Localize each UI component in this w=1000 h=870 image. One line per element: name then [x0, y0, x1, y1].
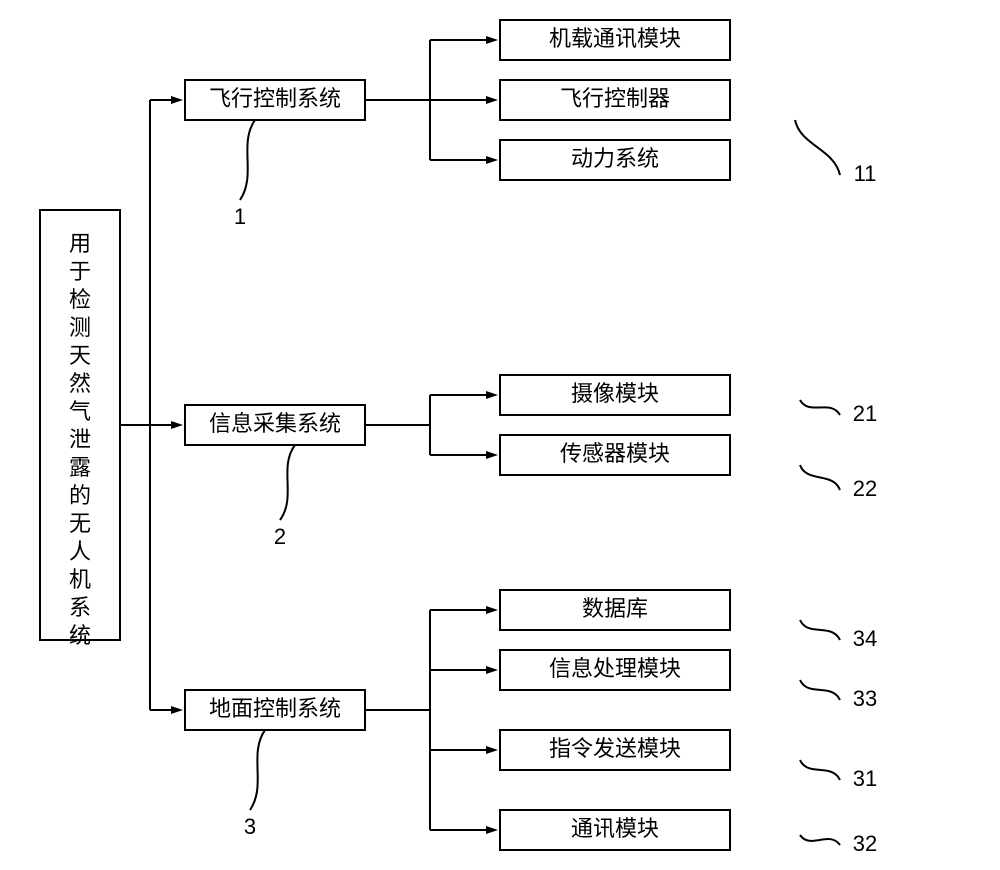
leaf-text: 摄像模块	[571, 381, 659, 406]
leaf-text: 通讯模块	[571, 816, 659, 841]
root-text: 露	[69, 455, 91, 480]
root-text: 的	[69, 483, 91, 508]
callout-label: 21	[853, 401, 877, 426]
callout-label: 3	[244, 814, 256, 839]
leaf-text: 传感器模块	[560, 441, 670, 466]
leaf-text: 飞行控制器	[560, 86, 670, 111]
root-text: 人	[69, 539, 91, 564]
root-text: 系	[69, 595, 91, 620]
leaf-text: 机载通讯模块	[549, 26, 681, 51]
root-text: 统	[69, 623, 91, 648]
root-text: 于	[69, 259, 91, 284]
root-text: 机	[69, 567, 91, 592]
root-text: 用	[69, 231, 91, 256]
callout-label: 1	[234, 204, 246, 229]
callout-label: 32	[853, 831, 877, 856]
root-text: 天	[69, 343, 91, 368]
mid-text: 信息采集系统	[209, 411, 341, 436]
leaf-text: 指令发送模块	[549, 736, 681, 761]
leaf-text: 信息处理模块	[549, 656, 681, 681]
callout-label: 34	[853, 626, 877, 651]
leaf-text: 数据库	[582, 596, 648, 621]
mid-text: 飞行控制系统	[209, 86, 341, 111]
callout-label: 22	[853, 476, 877, 501]
callout-label: 2	[274, 524, 286, 549]
root-text: 泄	[69, 427, 91, 452]
leaf-text: 动力系统	[571, 146, 659, 171]
root-text: 检	[69, 287, 91, 312]
root-text: 无	[69, 511, 91, 536]
callout-label: 33	[853, 686, 877, 711]
mid-text: 地面控制系统	[209, 696, 341, 721]
root-text: 然	[69, 371, 91, 396]
root-text: 测	[69, 315, 91, 340]
callout-label: 11	[854, 161, 877, 186]
root-text: 气	[69, 399, 91, 424]
callout-label: 31	[853, 766, 877, 791]
